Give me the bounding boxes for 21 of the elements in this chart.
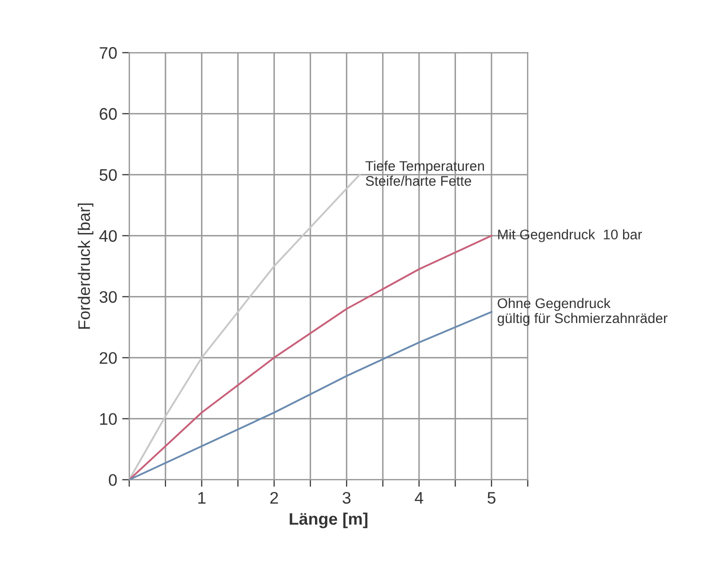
y-tick-label: 40	[99, 230, 117, 242]
y-tick-label: 10	[100, 413, 117, 425]
y-axis-title: Forderdruck [bar]	[78, 203, 94, 329]
y-tick-label: 20	[100, 352, 117, 364]
series-label: Mit Gegendruck 10 bar	[498, 229, 642, 242]
y-tick-label: 70	[100, 47, 117, 59]
x-axis-title: Länge [m]	[290, 512, 368, 528]
x-tick-label: 3	[342, 492, 350, 504]
y-tick-label: 50	[100, 169, 117, 181]
y-tick-label: 0	[108, 474, 117, 486]
line-series	[129, 174, 361, 480]
x-tick-label: 2	[270, 492, 278, 504]
line-series	[129, 311, 492, 480]
series-label: Tiefe Temperaturen Steife/harte Fette	[366, 160, 484, 186]
y-tick-label: 60	[100, 108, 117, 120]
x-tick-label: 1	[198, 492, 206, 504]
x-tick-label: 4	[414, 492, 424, 504]
series-label: Ohne Gegendruck gültig für Schmierzahnräder	[498, 298, 668, 326]
line-series	[129, 234, 492, 480]
x-tick-label: 5	[488, 492, 496, 504]
y-tick-label: 30	[100, 291, 117, 303]
